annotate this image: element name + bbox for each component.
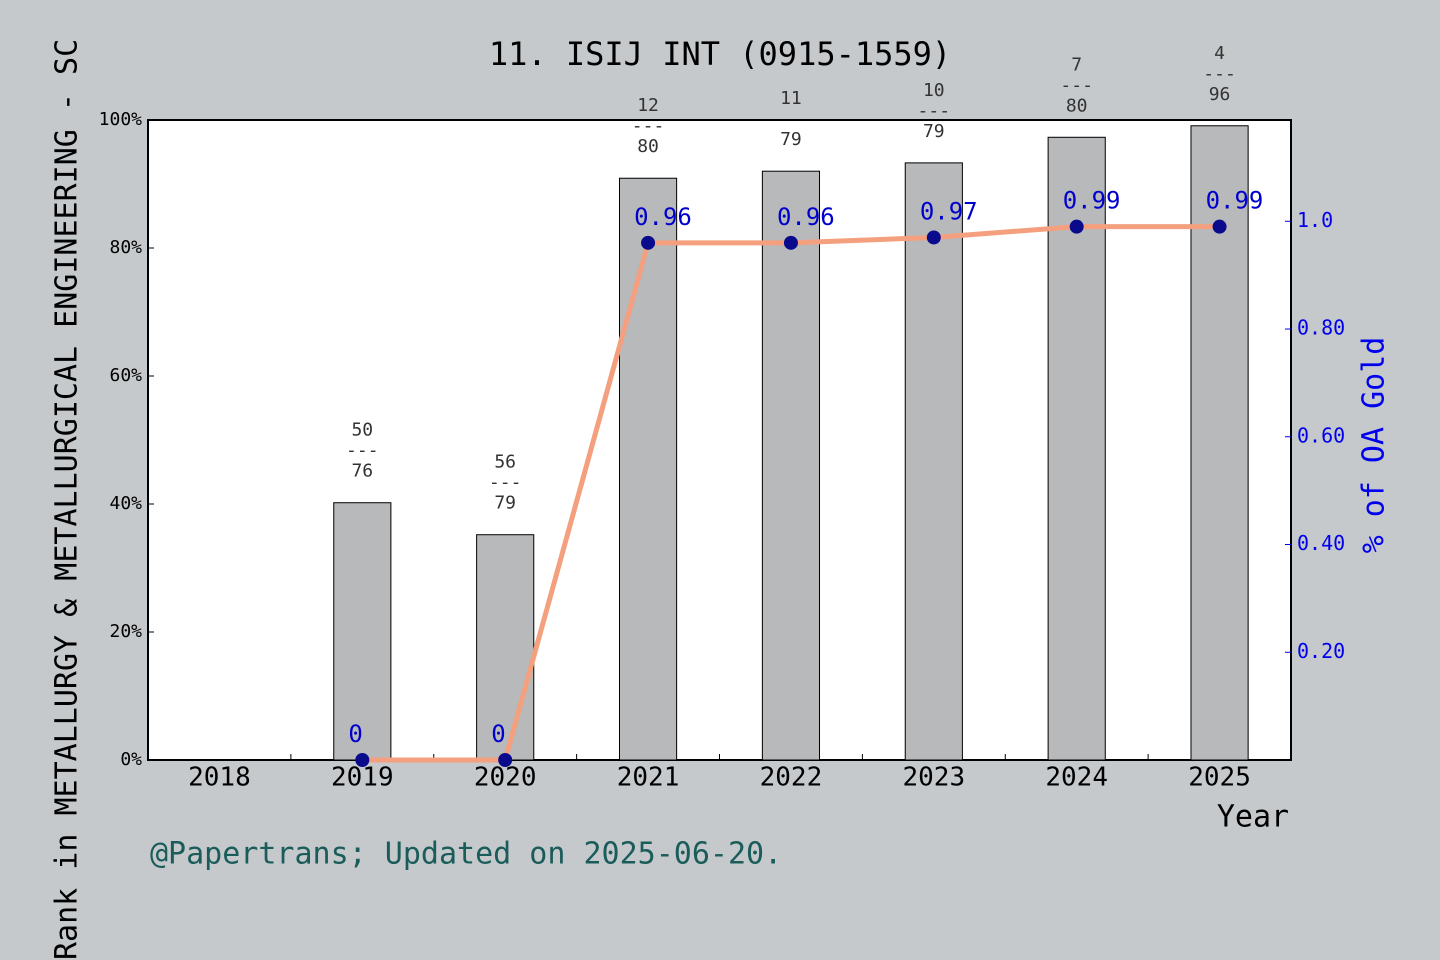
bar [333, 502, 392, 761]
y-tick-label: 60% [109, 365, 142, 386]
bar [1047, 136, 1106, 761]
point [783, 235, 798, 250]
point [1212, 219, 1227, 234]
y2-axis-label: % of OA Gold [1357, 337, 1392, 554]
y-tick-label: 0% [120, 749, 142, 770]
bar-annotation: 12 ---80 [632, 95, 665, 157]
point [355, 753, 370, 767]
point-label: 0.96 [634, 203, 692, 231]
x-tick-label: 2023 [903, 763, 966, 793]
point-label: 0.97 [920, 197, 978, 225]
bar [761, 170, 821, 761]
x-axis-label: Year [1217, 800, 1289, 835]
bar [476, 534, 535, 761]
bar-annotation: 10 ---79 [918, 80, 951, 142]
bar [618, 177, 678, 761]
x-tick-label: 2024 [1045, 763, 1108, 793]
point [641, 235, 656, 250]
chart-title: 11. ISIJ INT (0915-1559) [489, 35, 951, 73]
y2-tick-label: 1.0 [1297, 208, 1333, 232]
x-tick-label: 2020 [474, 763, 537, 793]
bar-annotation: 4 ---96 [1203, 43, 1236, 105]
bar-annotation: 11 79 [780, 88, 802, 150]
y-tick-label: 80% [109, 237, 142, 258]
plot-area [147, 119, 1292, 761]
y-axis-label: Rank in METALLURGY & METALLURGICAL ENGIN… [50, 39, 85, 960]
x-tick-label: 2025 [1188, 763, 1251, 793]
x-tick-label: 2022 [760, 763, 823, 793]
y-tick-label: 40% [109, 493, 142, 514]
x-tick-label: 2019 [331, 763, 394, 793]
bar-annotation: 56 ---79 [489, 452, 522, 514]
point-label: 0.96 [777, 203, 835, 231]
point [498, 753, 513, 767]
bar-annotation: 50 ---76 [346, 420, 379, 482]
bar [904, 162, 963, 761]
point-label: 0 [348, 720, 362, 748]
y2-tick-label: 0.20 [1297, 639, 1345, 663]
point [926, 230, 941, 245]
bar-annotation: 7 ---80 [1060, 54, 1093, 116]
y-tick-label: 20% [109, 621, 142, 642]
y2-tick-label: 0.80 [1297, 316, 1345, 340]
x-tick-label: 2021 [617, 763, 680, 793]
point-label: 0.99 [1206, 187, 1264, 215]
footer: @Papertrans; Updated on 2025-06-20. [150, 837, 782, 872]
y2-tick-label: 0.60 [1297, 423, 1345, 447]
point-label: 0.99 [1063, 187, 1121, 215]
y-tick-label: 100% [99, 109, 143, 130]
point-label: 0 [491, 720, 505, 748]
y2-tick-label: 0.40 [1297, 531, 1345, 555]
x-tick-label: 2018 [188, 763, 251, 793]
point [1069, 219, 1084, 234]
